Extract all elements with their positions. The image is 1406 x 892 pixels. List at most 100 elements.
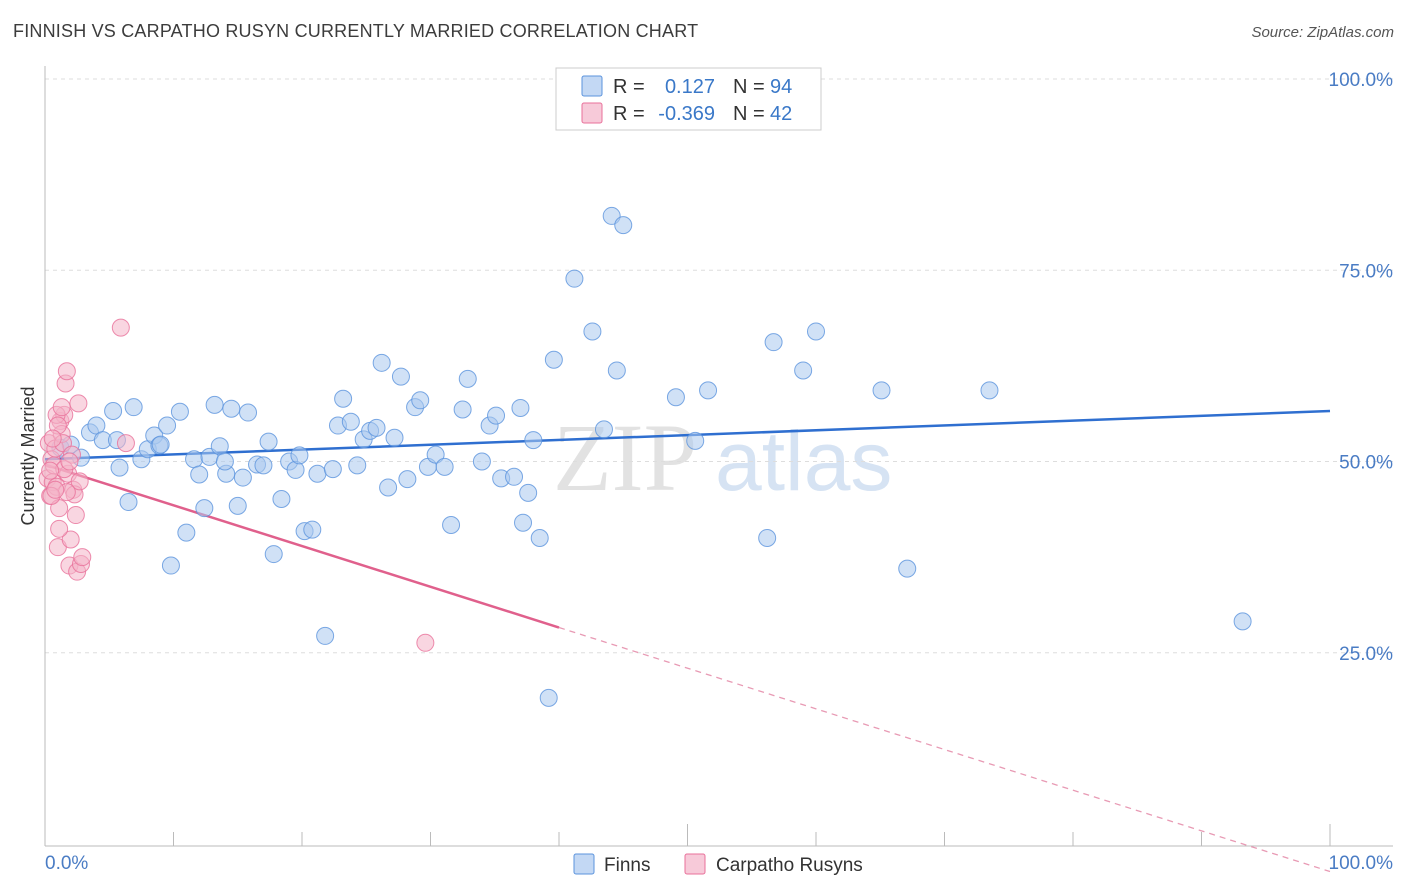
finns-point: [272, 489, 291, 508]
rusyns-point: [52, 398, 71, 417]
y-tick-label: 50.0%: [1339, 453, 1393, 474]
finns-point: [686, 431, 705, 450]
y-tick-label: 100.0%: [1329, 70, 1394, 91]
finns-point: [472, 452, 491, 471]
finns-point: [104, 402, 123, 421]
finns-point: [872, 381, 891, 400]
finns-point: [758, 529, 777, 547]
finns-point: [254, 456, 273, 475]
finns-point: [110, 458, 129, 477]
finns-point: [119, 493, 138, 512]
trend-lines: [44, 409, 1331, 873]
finns-point: [239, 403, 258, 422]
y-axis-label: Currently Married: [18, 386, 38, 525]
finns-point: [530, 529, 549, 547]
correlation-legend: R = 0.127 N = 94 R = -0.369 N = 42: [555, 67, 822, 131]
finns-point: [544, 350, 563, 369]
rusyns-point: [73, 548, 92, 567]
rusyns-point: [116, 434, 135, 453]
finns-point: [385, 428, 404, 447]
x-tick-labels: 0.0% 100.0%: [45, 853, 1393, 874]
finns-point: [594, 420, 613, 439]
finns-point: [426, 445, 445, 464]
rusyns-trend-extension: [558, 626, 1331, 873]
finns-point: [458, 369, 477, 388]
rusyns-point: [57, 362, 76, 381]
finns-point: [233, 468, 252, 487]
rusyns-point: [43, 429, 62, 448]
finns-point: [190, 465, 209, 484]
rusyns-point: [50, 519, 69, 538]
finns-point: [161, 556, 180, 575]
finns-point: [435, 457, 454, 476]
finns-point: [341, 412, 360, 431]
finns-point: [303, 520, 322, 539]
rusyns-point: [416, 633, 435, 652]
watermark: ZIP atlas: [553, 404, 892, 511]
finns-point: [228, 496, 247, 515]
finns-point: [391, 367, 410, 386]
finns-point: [411, 391, 430, 410]
finns-point: [170, 402, 189, 421]
series-legend: Finns Carpatho Rusyns: [573, 853, 863, 876]
y-tick-label: 75.0%: [1339, 261, 1393, 282]
finns-point: [316, 626, 335, 645]
finns-point: [264, 545, 283, 564]
rusyns-point: [66, 506, 85, 525]
rusyns-point: [41, 461, 60, 480]
finns-point: [666, 388, 685, 407]
legend-r-value: -0.369: [658, 103, 715, 125]
watermark-zip: ZIP: [553, 404, 697, 511]
y-tick-label: 25.0%: [1339, 644, 1393, 665]
legend-swatch-finns: [573, 853, 595, 875]
rusyns-point: [61, 530, 80, 549]
finns-point: [177, 523, 196, 542]
legend-swatch-rusyns: [581, 102, 603, 124]
source-credit: Source: ZipAtlas.com: [1251, 24, 1394, 41]
legend-r-label: R =: [613, 76, 645, 98]
finns-point: [807, 322, 825, 341]
rusyns-point: [46, 480, 65, 499]
legend-swatch-finns: [581, 75, 603, 97]
finns-point: [323, 460, 342, 479]
finns-point: [290, 446, 309, 465]
legend-n-value: 42: [770, 103, 792, 125]
x-tick-label: 100.0%: [1329, 853, 1394, 874]
finns-point: [607, 361, 626, 380]
chart-title: FINNISH VS CARPATHO RUSYN CURRENTLY MARR…: [13, 21, 699, 41]
finns-point: [514, 513, 533, 532]
finns-point: [379, 478, 398, 497]
finns-point: [158, 416, 177, 435]
rusyns-point: [60, 452, 79, 471]
finns-point: [453, 400, 472, 419]
finns-point: [259, 432, 278, 451]
finns-point: [764, 333, 783, 352]
finns-point: [583, 322, 602, 341]
finns-point: [334, 389, 353, 408]
finns-point: [565, 269, 584, 288]
finns-point: [511, 398, 530, 417]
rusyns-point: [111, 318, 130, 337]
rusyns-point: [70, 472, 89, 491]
finns-point: [898, 559, 917, 578]
finns-point: [487, 406, 506, 425]
finns-point: [222, 399, 241, 418]
rusyns-trend-line: [44, 463, 560, 629]
legend-n-label: N =: [733, 103, 765, 125]
finns-point: [185, 450, 204, 469]
finns-point: [195, 499, 214, 518]
finns-point: [348, 456, 367, 475]
finns-point: [372, 353, 391, 372]
legend-label-finns: Finns: [604, 855, 650, 876]
finns-point: [1233, 612, 1252, 631]
finns-point: [539, 688, 558, 707]
finns-point: [442, 515, 461, 534]
finns-point: [699, 381, 718, 400]
finns-point: [215, 452, 234, 471]
finns-point: [614, 216, 633, 235]
rusyns-point: [69, 394, 88, 413]
finns-point: [519, 483, 538, 502]
finns-point: [308, 464, 327, 483]
finns-point: [524, 431, 543, 450]
